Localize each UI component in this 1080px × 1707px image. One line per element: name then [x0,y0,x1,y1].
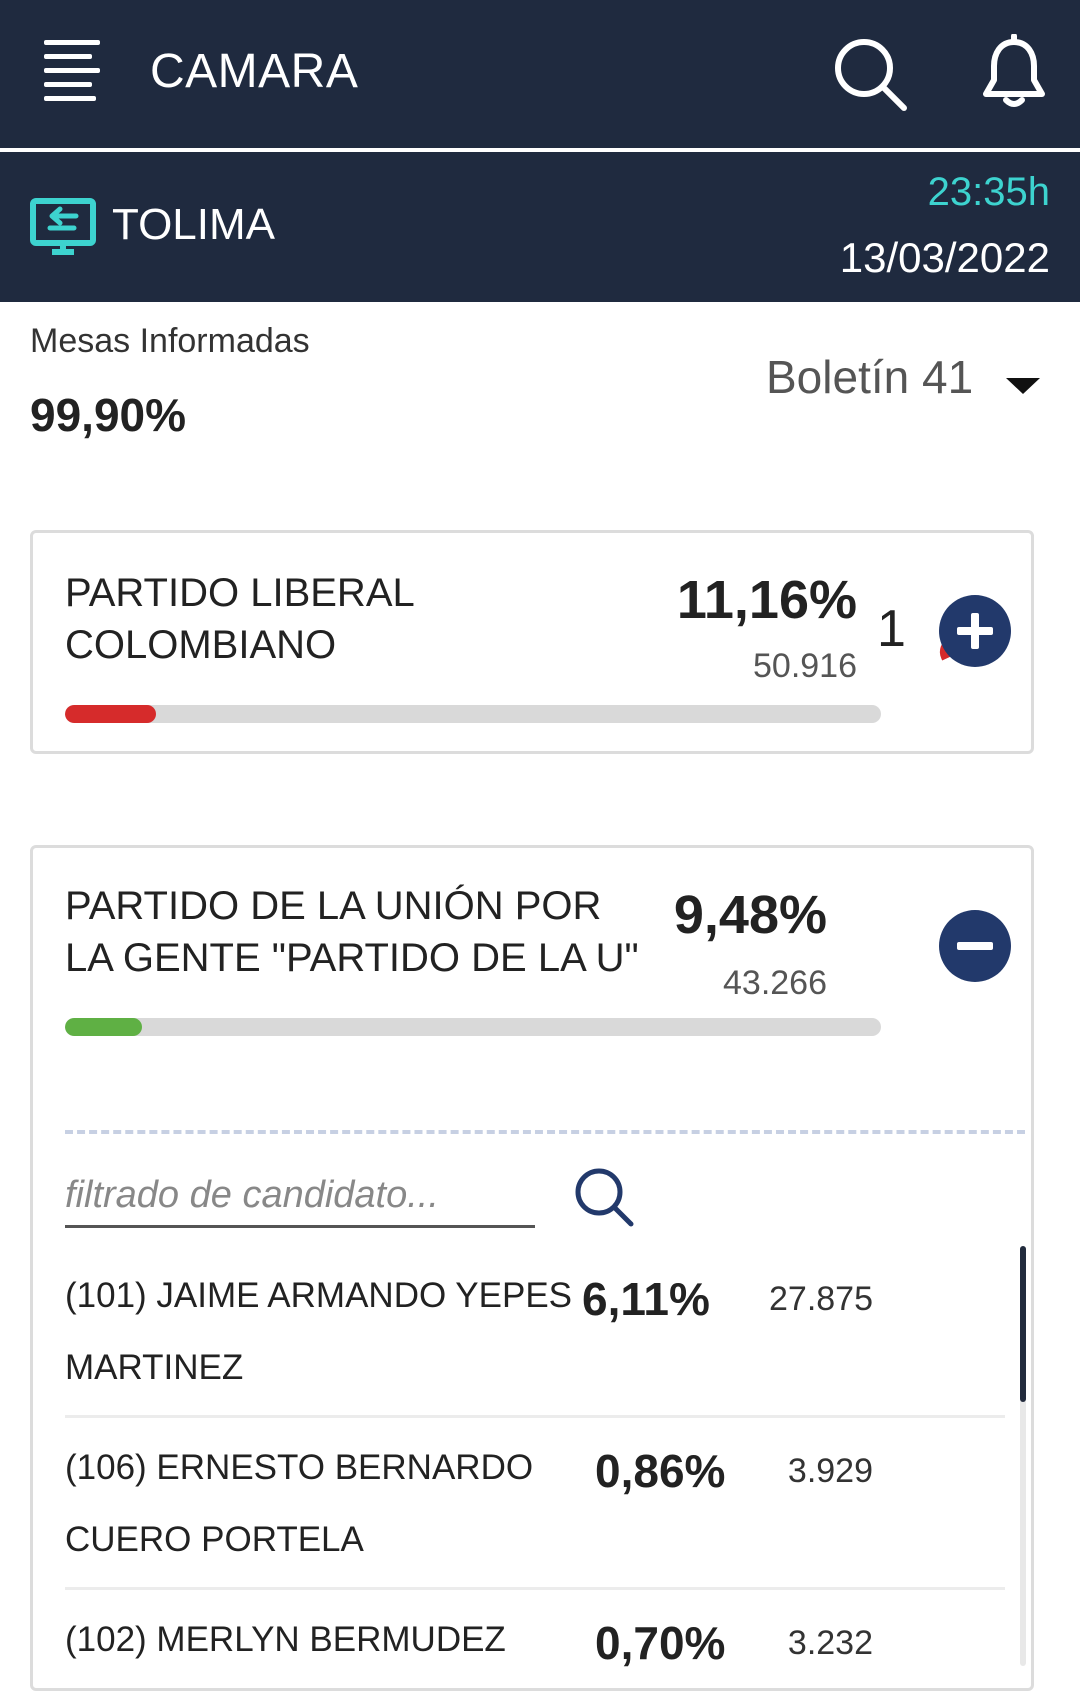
app-title: CAMARA [150,45,359,98]
candidate-list[interactable]: (101) JAIME ARMANDO YEPES MARTINEZ 6,11%… [65,1246,1020,1686]
region-name[interactable]: TOLIMA [112,200,276,249]
candidate-filter-input[interactable] [65,1166,535,1228]
candidate-votes: 3.232 [787,1624,873,1662]
search-icon[interactable] [832,36,908,112]
candidate-name-line: (102) MERLYN BERMUDEZ [65,1620,506,1659]
party-progress-fill [65,1018,143,1036]
party-progress-bar [65,1018,881,1036]
candidate-name-line: (101) JAIME ARMANDO YEPES [65,1276,573,1315]
candidate-votes: 27.875 [769,1280,873,1318]
header-divider [0,148,1080,152]
section-divider [65,1130,1025,1134]
candidate-row[interactable]: (101) JAIME ARMANDO YEPES MARTINEZ 6,11%… [65,1246,1005,1418]
party-name-line: LA GENTE "PARTIDO DE LA U" [65,936,639,980]
region-switch-icon[interactable] [30,198,96,256]
expand-button[interactable] [939,595,1011,667]
update-time: 23:35h [927,170,1050,214]
candidate-name-line: CUERO PORTELA [65,1520,364,1559]
party-name: PARTIDO DE LA UNIÓN POR LA GENTE "PARTID… [65,880,639,984]
bell-icon[interactable] [978,34,1050,110]
mesas-informadas-value: 99,90% [30,389,187,441]
minus-icon [957,942,993,950]
candidate-row[interactable]: (102) MERLYN BERMUDEZ 0,70% 3.232 [65,1590,1005,1686]
party-card: PARTIDO LIBERAL COLOMBIANO 11,16% 50.916… [30,530,1034,754]
candidate-percent: 6,11% [582,1273,710,1325]
party-name: PARTIDO LIBERAL COLOMBIANO [65,567,415,671]
candidate-percent: 0,70% [595,1617,726,1669]
party-seats: 1 [877,600,906,658]
party-name-line: COLOMBIANO [65,623,337,667]
mesas-informadas-label: Mesas Informadas [30,322,310,360]
party-votes: 50.916 [753,647,857,685]
party-name-line: PARTIDO LIBERAL [65,571,415,615]
candidate-name: (101) JAIME ARMANDO YEPES MARTINEZ [65,1260,572,1404]
party-name-line: PARTIDO DE LA UNIÓN POR [65,884,602,928]
candidate-votes: 3.929 [787,1452,873,1490]
party-percent: 9,48% [673,885,827,945]
party-votes: 43.266 [723,964,827,1002]
scrollbar-thumb[interactable] [1020,1246,1026,1402]
party-percent: 11,16% [676,570,857,630]
region-bar: TOLIMA 23:35h 13/03/2022 [0,152,1080,302]
hamburger-menu-icon[interactable] [44,40,104,102]
collapse-button[interactable] [939,910,1011,982]
update-date: 13/03/2022 [839,234,1050,281]
boletin-selector[interactable]: Boletín 41 [766,351,974,403]
candidate-name: (102) MERLYN BERMUDEZ [65,1604,506,1676]
party-progress-bar [65,705,881,723]
plus-icon-stroke [971,613,979,649]
candidate-name-line: MARTINEZ [65,1348,244,1387]
search-icon[interactable] [573,1166,635,1228]
candidate-percent: 0,86% [595,1445,726,1497]
party-progress-fill [65,705,157,723]
candidate-list-scrollbar[interactable] [1020,1246,1026,1666]
candidate-row[interactable]: (106) ERNESTO BERNARDO CUERO PORTELA 0,8… [65,1418,1005,1590]
app-header: CAMARA [0,0,1080,148]
candidate-name: (106) ERNESTO BERNARDO CUERO PORTELA [65,1432,533,1576]
party-card: PARTIDO DE LA UNIÓN POR LA GENTE "PARTID… [30,845,1034,1691]
candidate-name-line: (106) ERNESTO BERNARDO [65,1448,534,1487]
caret-down-icon[interactable] [1006,378,1040,394]
